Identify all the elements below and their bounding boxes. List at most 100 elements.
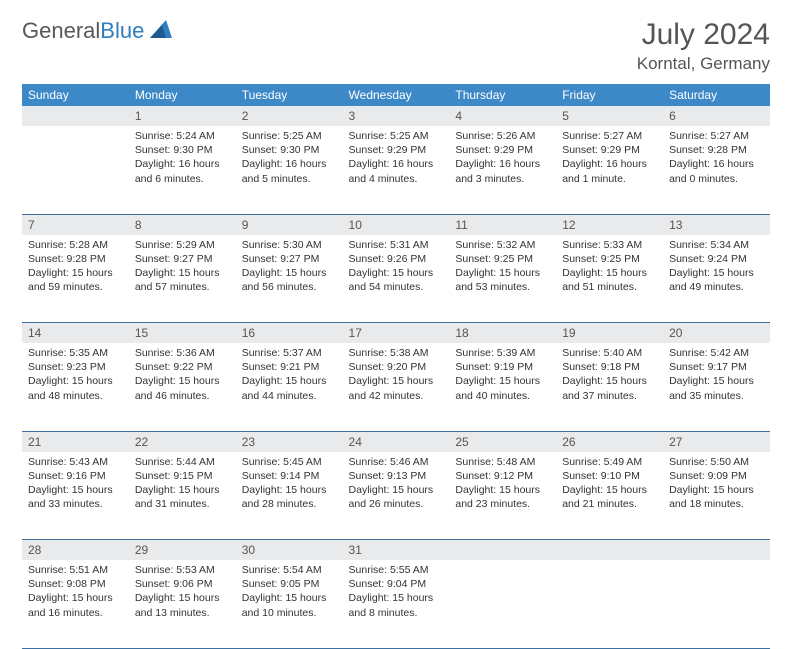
day-cell-body: Sunrise: 5:34 AMSunset: 9:24 PMDaylight:… [663,235,770,301]
day-line-sunset: Sunset: 9:12 PM [455,469,550,483]
day-cell-body: Sunrise: 5:27 AMSunset: 9:28 PMDaylight:… [663,126,770,192]
day-line-sunrise: Sunrise: 5:55 AM [349,563,444,577]
day-content-row: Sunrise: 5:24 AMSunset: 9:30 PMDaylight:… [22,126,770,214]
day-line-sunset: Sunset: 9:14 PM [242,469,337,483]
day-cell: Sunrise: 5:30 AMSunset: 9:27 PMDaylight:… [236,235,343,323]
day-line-sunset: Sunset: 9:04 PM [349,577,444,591]
day-cell: Sunrise: 5:50 AMSunset: 9:09 PMDaylight:… [663,452,770,540]
day-line-day1: Daylight: 15 hours [28,483,123,497]
day-line-sunset: Sunset: 9:29 PM [562,143,657,157]
day-cell-body: Sunrise: 5:37 AMSunset: 9:21 PMDaylight:… [236,343,343,409]
day-cell: Sunrise: 5:55 AMSunset: 9:04 PMDaylight:… [343,560,450,648]
day-cell [22,126,129,214]
day-line-sunrise: Sunrise: 5:37 AM [242,346,337,360]
day-cell-body: Sunrise: 5:43 AMSunset: 9:16 PMDaylight:… [22,452,129,518]
day-line-sunset: Sunset: 9:18 PM [562,360,657,374]
day-number: 2 [236,106,343,126]
day-cell-body: Sunrise: 5:42 AMSunset: 9:17 PMDaylight:… [663,343,770,409]
day-line-day1: Daylight: 15 hours [28,374,123,388]
day-number: 13 [663,214,770,235]
day-line-day2: and 10 minutes. [242,606,337,620]
day-line-day1: Daylight: 15 hours [562,483,657,497]
day-line-day1: Daylight: 15 hours [242,483,337,497]
day-number: 16 [236,323,343,344]
day-cell-body: Sunrise: 5:48 AMSunset: 9:12 PMDaylight:… [449,452,556,518]
day-line-day2: and 28 minutes. [242,497,337,511]
day-line-sunrise: Sunrise: 5:43 AM [28,455,123,469]
day-line-day2: and 26 minutes. [349,497,444,511]
day-number: 9 [236,214,343,235]
day-line-day1: Daylight: 15 hours [242,591,337,605]
day-cell-body: Sunrise: 5:53 AMSunset: 9:06 PMDaylight:… [129,560,236,626]
day-line-day2: and 0 minutes. [669,172,764,186]
day-number: 22 [129,431,236,452]
day-cell: Sunrise: 5:39 AMSunset: 9:19 PMDaylight:… [449,343,556,431]
day-line-day2: and 33 minutes. [28,497,123,511]
day-line-day1: Daylight: 15 hours [669,266,764,280]
day-line-day2: and 40 minutes. [455,389,550,403]
day-number: 20 [663,323,770,344]
day-cell: Sunrise: 5:36 AMSunset: 9:22 PMDaylight:… [129,343,236,431]
day-line-day1: Daylight: 15 hours [242,374,337,388]
day-line-sunset: Sunset: 9:09 PM [669,469,764,483]
day-number-row: 14151617181920 [22,323,770,344]
day-cell-body: Sunrise: 5:24 AMSunset: 9:30 PMDaylight:… [129,126,236,192]
day-line-day2: and 18 minutes. [669,497,764,511]
day-line-sunset: Sunset: 9:08 PM [28,577,123,591]
day-line-sunrise: Sunrise: 5:26 AM [455,129,550,143]
day-cell-body: Sunrise: 5:33 AMSunset: 9:25 PMDaylight:… [556,235,663,301]
day-line-sunset: Sunset: 9:25 PM [562,252,657,266]
day-line-day2: and 54 minutes. [349,280,444,294]
day-line-sunset: Sunset: 9:30 PM [135,143,230,157]
day-cell: Sunrise: 5:44 AMSunset: 9:15 PMDaylight:… [129,452,236,540]
day-cell-body: Sunrise: 5:30 AMSunset: 9:27 PMDaylight:… [236,235,343,301]
day-cell-body: Sunrise: 5:39 AMSunset: 9:19 PMDaylight:… [449,343,556,409]
day-content-row: Sunrise: 5:28 AMSunset: 9:28 PMDaylight:… [22,235,770,323]
day-line-day2: and 53 minutes. [455,280,550,294]
day-line-day2: and 49 minutes. [669,280,764,294]
day-line-sunset: Sunset: 9:17 PM [669,360,764,374]
day-cell: Sunrise: 5:37 AMSunset: 9:21 PMDaylight:… [236,343,343,431]
day-line-sunrise: Sunrise: 5:35 AM [28,346,123,360]
day-line-sunset: Sunset: 9:25 PM [455,252,550,266]
day-line-sunset: Sunset: 9:26 PM [349,252,444,266]
day-line-sunrise: Sunrise: 5:54 AM [242,563,337,577]
day-line-sunrise: Sunrise: 5:34 AM [669,238,764,252]
day-number-row: 123456 [22,106,770,126]
day-line-day1: Daylight: 15 hours [135,591,230,605]
day-cell-body: Sunrise: 5:28 AMSunset: 9:28 PMDaylight:… [22,235,129,301]
logo-triangle-icon [150,20,172,43]
day-line-sunrise: Sunrise: 5:28 AM [28,238,123,252]
day-line-sunrise: Sunrise: 5:44 AM [135,455,230,469]
day-line-sunrise: Sunrise: 5:49 AM [562,455,657,469]
day-cell: Sunrise: 5:49 AMSunset: 9:10 PMDaylight:… [556,452,663,540]
day-cell: Sunrise: 5:40 AMSunset: 9:18 PMDaylight:… [556,343,663,431]
day-line-sunset: Sunset: 9:23 PM [28,360,123,374]
day-cell: Sunrise: 5:43 AMSunset: 9:16 PMDaylight:… [22,452,129,540]
day-line-day2: and 51 minutes. [562,280,657,294]
day-line-sunrise: Sunrise: 5:45 AM [242,455,337,469]
day-cell [556,560,663,648]
day-number-row: 21222324252627 [22,431,770,452]
day-line-day1: Daylight: 15 hours [349,374,444,388]
day-number: 10 [343,214,450,235]
day-line-sunrise: Sunrise: 5:30 AM [242,238,337,252]
logo: GeneralBlue [22,18,172,44]
day-number: 11 [449,214,556,235]
day-cell: Sunrise: 5:53 AMSunset: 9:06 PMDaylight:… [129,560,236,648]
day-number: 4 [449,106,556,126]
day-line-day1: Daylight: 15 hours [349,483,444,497]
day-number [449,540,556,561]
day-cell-body: Sunrise: 5:25 AMSunset: 9:30 PMDaylight:… [236,126,343,192]
day-cell-body: Sunrise: 5:26 AMSunset: 9:29 PMDaylight:… [449,126,556,192]
day-line-sunrise: Sunrise: 5:40 AM [562,346,657,360]
day-line-day2: and 31 minutes. [135,497,230,511]
day-line-sunrise: Sunrise: 5:48 AM [455,455,550,469]
day-line-day2: and 8 minutes. [349,606,444,620]
day-cell: Sunrise: 5:28 AMSunset: 9:28 PMDaylight:… [22,235,129,323]
day-cell: Sunrise: 5:42 AMSunset: 9:17 PMDaylight:… [663,343,770,431]
day-line-day2: and 56 minutes. [242,280,337,294]
day-line-day1: Daylight: 15 hours [242,266,337,280]
day-content-row: Sunrise: 5:51 AMSunset: 9:08 PM Daylight:… [22,560,770,648]
day-line-sunrise: Sunrise: 5:51 AM [28,563,123,577]
